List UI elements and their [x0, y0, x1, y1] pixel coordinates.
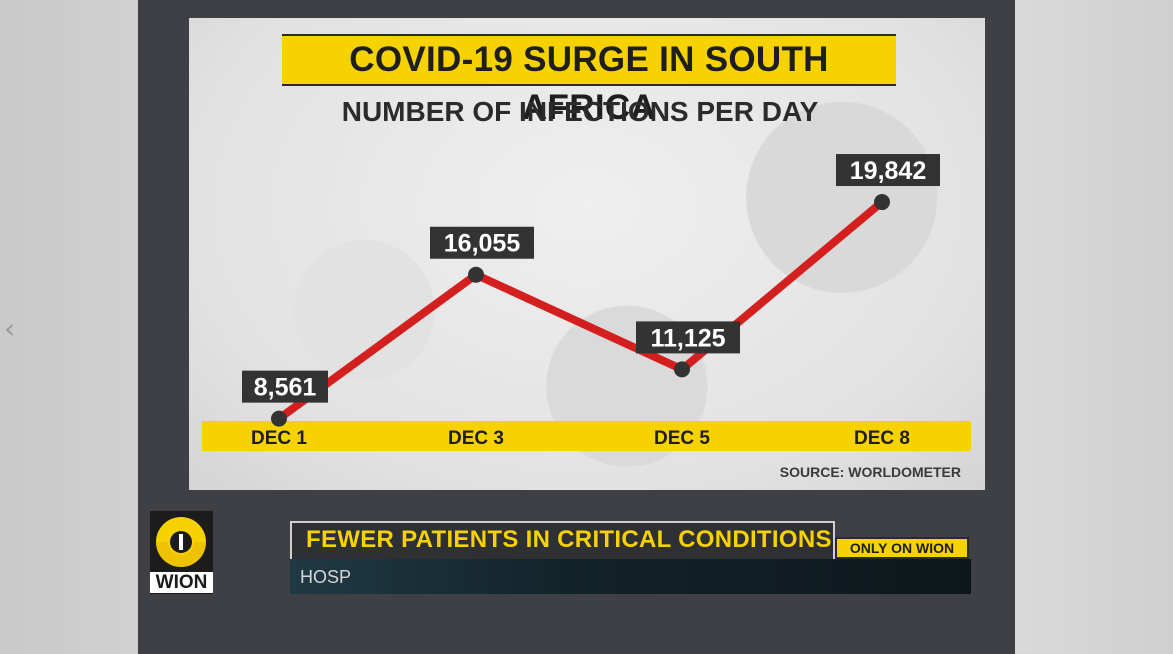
data-label: 8,561 — [254, 374, 317, 402]
x-tick-label: DEC 5 — [654, 428, 710, 449]
chart-source: SOURCE: WORLDOMETER — [779, 464, 961, 480]
headline-text: FEWER PATIENTS IN CRITICAL CONDITIONS — [306, 526, 832, 553]
wion-logo-text: WION — [150, 572, 213, 593]
chart-panel — [189, 18, 985, 490]
data-point — [674, 361, 690, 378]
data-label-bg — [636, 321, 740, 354]
chevron-left-icon[interactable]: ‹ — [4, 312, 16, 345]
series-line — [275, 198, 886, 423]
data-point — [271, 410, 287, 427]
data-label: 19,842 — [850, 157, 926, 185]
data-point — [468, 266, 484, 283]
chart-subtitle: NUMBER OF INFECTIONS PER DAY — [341, 96, 819, 127]
exclusive-tag: ONLY ON WION — [835, 537, 969, 559]
data-label-bg — [242, 370, 328, 403]
data-label: 11,125 — [650, 324, 725, 352]
chart-title: COVID-19 SURGE IN SOUTH AFRICA — [282, 34, 896, 127]
x-axis-band — [202, 421, 971, 451]
x-tick-label: DEC 3 — [448, 428, 504, 449]
data-point — [874, 194, 890, 211]
data-label-bg — [836, 154, 940, 187]
data-label-bg — [430, 226, 534, 259]
x-tick-label: DEC 8 — [854, 428, 910, 449]
headline-box — [290, 521, 835, 559]
data-label: 16,055 — [444, 230, 521, 258]
subline-box — [290, 559, 971, 594]
wion-logo-icon — [156, 517, 206, 567]
subline-text: HOSP — [300, 567, 352, 587]
x-tick-label: DEC 1 — [251, 428, 307, 449]
